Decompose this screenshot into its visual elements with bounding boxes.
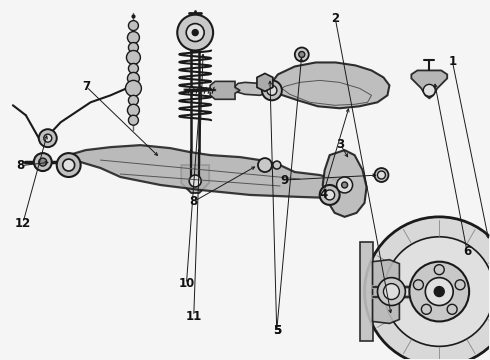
Circle shape	[365, 217, 490, 360]
Polygon shape	[412, 71, 447, 98]
Circle shape	[128, 115, 138, 125]
Circle shape	[414, 280, 423, 290]
Circle shape	[262, 80, 282, 100]
Circle shape	[434, 287, 444, 297]
Circle shape	[325, 190, 335, 200]
Circle shape	[425, 278, 453, 306]
Circle shape	[189, 175, 201, 187]
Circle shape	[128, 21, 138, 31]
Circle shape	[342, 182, 347, 188]
Circle shape	[434, 265, 444, 275]
Circle shape	[455, 280, 465, 290]
Circle shape	[125, 80, 142, 96]
Circle shape	[39, 129, 57, 147]
Circle shape	[295, 48, 309, 62]
Circle shape	[57, 153, 81, 177]
Circle shape	[447, 304, 457, 314]
Text: 10: 10	[178, 278, 195, 291]
Polygon shape	[210, 81, 240, 99]
Circle shape	[258, 158, 272, 172]
Polygon shape	[360, 242, 372, 341]
Circle shape	[44, 134, 52, 142]
Circle shape	[337, 177, 353, 193]
Polygon shape	[372, 260, 399, 323]
Circle shape	[377, 278, 405, 306]
Polygon shape	[323, 150, 367, 217]
Circle shape	[374, 168, 389, 182]
Polygon shape	[268, 62, 390, 108]
Circle shape	[128, 42, 138, 53]
Circle shape	[385, 237, 490, 346]
Circle shape	[423, 84, 435, 96]
Circle shape	[384, 284, 399, 300]
Text: 1: 1	[448, 55, 457, 68]
Circle shape	[126, 50, 141, 64]
Polygon shape	[235, 82, 268, 95]
Circle shape	[192, 30, 198, 36]
Circle shape	[299, 51, 305, 58]
Circle shape	[267, 85, 277, 95]
Text: 8: 8	[190, 195, 198, 208]
Circle shape	[127, 72, 140, 84]
Circle shape	[39, 158, 47, 166]
Circle shape	[177, 15, 213, 50]
Text: 6: 6	[463, 245, 471, 258]
Circle shape	[127, 32, 140, 44]
Circle shape	[128, 95, 138, 105]
Text: 2: 2	[331, 12, 340, 25]
Text: 4: 4	[319, 188, 327, 201]
Text: 8: 8	[16, 159, 24, 172]
Polygon shape	[181, 165, 209, 193]
Text: 7: 7	[82, 80, 91, 93]
Circle shape	[377, 171, 386, 179]
Circle shape	[128, 63, 138, 73]
Circle shape	[63, 159, 74, 171]
Circle shape	[127, 104, 140, 116]
Circle shape	[186, 24, 204, 41]
Polygon shape	[257, 73, 273, 91]
Circle shape	[409, 262, 469, 321]
Text: 9: 9	[280, 174, 288, 186]
Text: 5: 5	[272, 324, 281, 337]
Text: 11: 11	[186, 310, 202, 323]
Circle shape	[34, 153, 52, 171]
Circle shape	[319, 185, 340, 205]
Text: 12: 12	[15, 216, 31, 230]
Text: 5: 5	[272, 324, 281, 337]
Circle shape	[273, 161, 281, 169]
Circle shape	[421, 304, 431, 314]
Polygon shape	[59, 145, 340, 198]
Text: 3: 3	[336, 138, 344, 150]
